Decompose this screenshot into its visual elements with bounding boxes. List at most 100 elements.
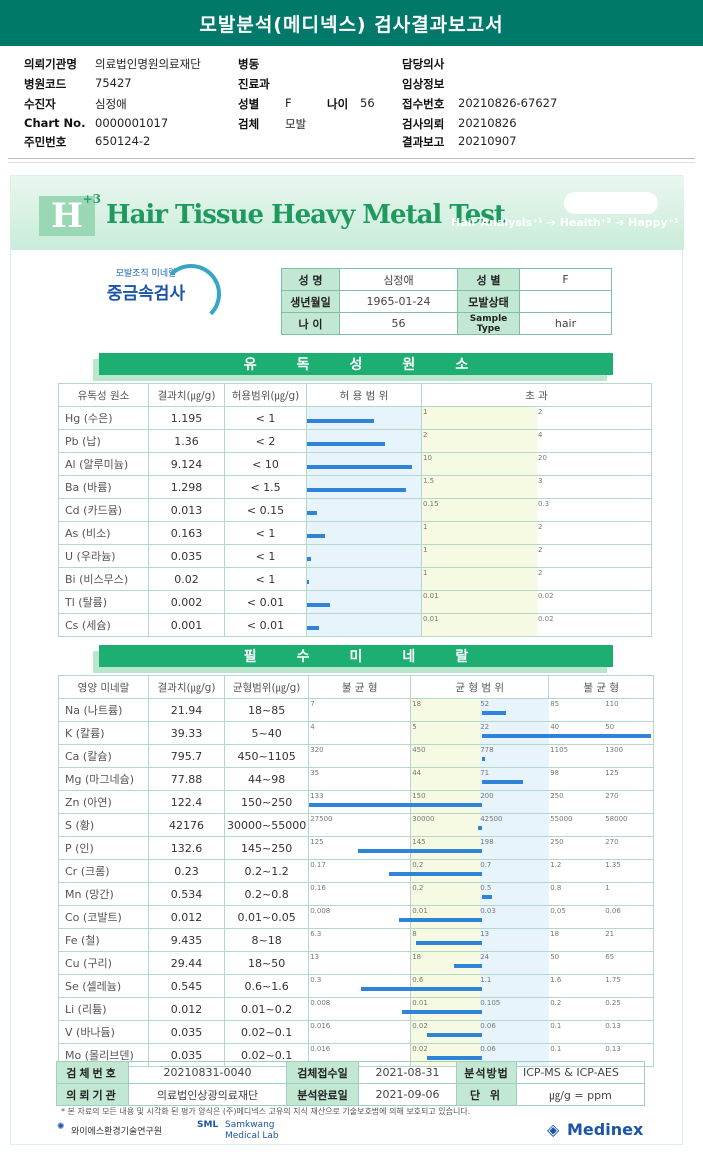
mineral-header: 결과치(㎍/g) (148, 675, 225, 699)
excess-half (422, 591, 537, 613)
toxic-bar (307, 580, 310, 584)
toxic-header: 허 용 범 위 (306, 383, 422, 407)
imbalance-high-zone: 1.6 1.75 (548, 974, 655, 998)
pt-label: 나 이 (281, 312, 340, 335)
tick-label: 0.25 (605, 999, 621, 1007)
tick-label: 1.1 (480, 976, 492, 984)
mineral-bar (481, 711, 506, 715)
pt-label: 생년월일 (281, 290, 340, 313)
pt-value: F (519, 268, 612, 291)
partner-logos: ✺ 와이에스환경기술연구원 SML Samkwang Medical Lab ◈… (57, 1118, 657, 1142)
tick-label: 13 (480, 930, 490, 938)
balance-center (480, 906, 550, 928)
mineral-subtitle: 모발조직 미네랄 (115, 269, 177, 279)
toxic-header: 허용범위(㎍/g) (224, 383, 307, 407)
mineral-range: 18~50 (223, 951, 310, 975)
tick-label: 1.5 (423, 477, 435, 485)
toxic-bar (307, 603, 330, 607)
tick-label: 1.6 (550, 976, 562, 984)
tick-label: 133 (310, 792, 324, 800)
toxic-allowed-zone (306, 475, 422, 499)
mineral-bar (454, 964, 482, 968)
balance-zone: 0.02 0.06 (410, 1020, 550, 1044)
toxic-row: Cs (세슘) 0.001 < 0.01 0.01 0.02 (58, 613, 652, 637)
pt-label: 모발상태 (457, 290, 520, 313)
toxic-bar (307, 534, 326, 538)
info-label: 접수번호 (402, 97, 445, 111)
imbalance-high-zone: 0.05 0.06 (548, 905, 655, 929)
info-label: 진료과 (238, 77, 270, 91)
report-title-bar: 모발분석(메디넥스) 검사결과보고서 (0, 0, 703, 46)
toxic-result: 0.001 (148, 613, 225, 637)
tick-label: 0.1 (550, 1045, 562, 1053)
tick-label: 270 (605, 838, 619, 846)
mineral-row: Ca (칼슘) 795.7 450~1105 320 450 778 1105 1300 (58, 744, 655, 768)
pt-label: 성 명 (281, 268, 340, 291)
balance-center (480, 975, 550, 997)
balance-center (480, 814, 550, 836)
tick-label: 0.13 (605, 1022, 621, 1030)
pt-value: hair (519, 312, 612, 335)
tick-label: 0.6 (412, 976, 424, 984)
ft-label: 분석방법 (456, 1061, 517, 1084)
tick-label: 0.01 (412, 999, 428, 1007)
balance-center (480, 837, 550, 859)
mineral-bar (388, 872, 412, 876)
toxic-row: Tl (탈륨) 0.002 < 0.01 0.01 0.02 (58, 590, 652, 614)
mineral-range: 8~18 (223, 928, 310, 952)
tick-label: 21 (605, 930, 615, 938)
toxic-header: 유독성 원소 (58, 383, 149, 407)
tick-label: 85 (550, 700, 560, 708)
balance-zone: 44 71 (410, 767, 550, 791)
tick-label: 1105 (550, 746, 569, 754)
report-tagline: Hair Analysis⁺¹ ➔ Health⁺² ➔ Happy⁺³ (451, 216, 679, 229)
mineral-result: 77.88 (148, 767, 225, 791)
tick-label: 110 (605, 700, 619, 708)
tick-label: 0.06 (480, 1045, 496, 1053)
imbalance-high-zone: 250 270 (548, 790, 655, 814)
toxic-excess-zone: 0.01 0.02 (421, 613, 652, 637)
mineral-range: 0.6~1.6 (223, 974, 310, 998)
patient-info-block: 의뢰기관명 의료법인명원의료재단 병원코드 75427 수진자 심정애 Char… (0, 46, 703, 158)
tick-label: 1.35 (605, 861, 621, 869)
mineral-bar (426, 1056, 482, 1060)
toxic-result: 0.02 (148, 567, 225, 591)
tick-label: 55000 (550, 815, 573, 823)
tick-label: 27500 (310, 815, 333, 823)
toxic-bar (307, 511, 318, 515)
tick-label: 5 (412, 723, 417, 731)
mineral-row: Cu (구리) 29.44 18~50 13 18 24 50 65 (58, 951, 655, 975)
info-value: F (285, 96, 292, 110)
tick-label: 20 (538, 454, 547, 462)
balance-zone: 8 13 (410, 928, 550, 952)
tick-label: 18 (412, 953, 422, 961)
mineral-name: Zn (아연) (58, 790, 149, 814)
imbalance-low-zone: 4 (308, 721, 412, 745)
mineral-name: Se (셀레늄) (58, 974, 149, 998)
imbalance-low-zone: 27500 (308, 813, 412, 837)
tick-label: 0.1 (550, 1022, 562, 1030)
tick-label: 3 (538, 477, 543, 485)
balance-zone: 5 22 (410, 721, 550, 745)
tick-label: 0.2 (550, 999, 562, 1007)
toxic-allowed-zone (306, 521, 422, 545)
info-value: 650124-2 (95, 134, 151, 148)
mineral-range: 0.2~0.8 (223, 882, 310, 906)
tick-label: 0.01 (412, 907, 428, 915)
tick-label: 0.7 (480, 861, 492, 869)
tick-label: 198 (480, 838, 494, 846)
mineral-bar (411, 1010, 482, 1014)
tick-label: 150 (412, 792, 426, 800)
medinex-logo-text: Medinex (567, 1120, 644, 1139)
mineral-bar (411, 803, 482, 807)
tick-label: 6.3 (310, 930, 322, 938)
tick-label: 1 (423, 569, 428, 577)
tick-label: 71 (480, 769, 490, 777)
mineral-range: 0.02~0.1 (223, 1020, 310, 1044)
info-label: 검체 (238, 117, 260, 131)
tick-label: 145 (412, 838, 426, 846)
